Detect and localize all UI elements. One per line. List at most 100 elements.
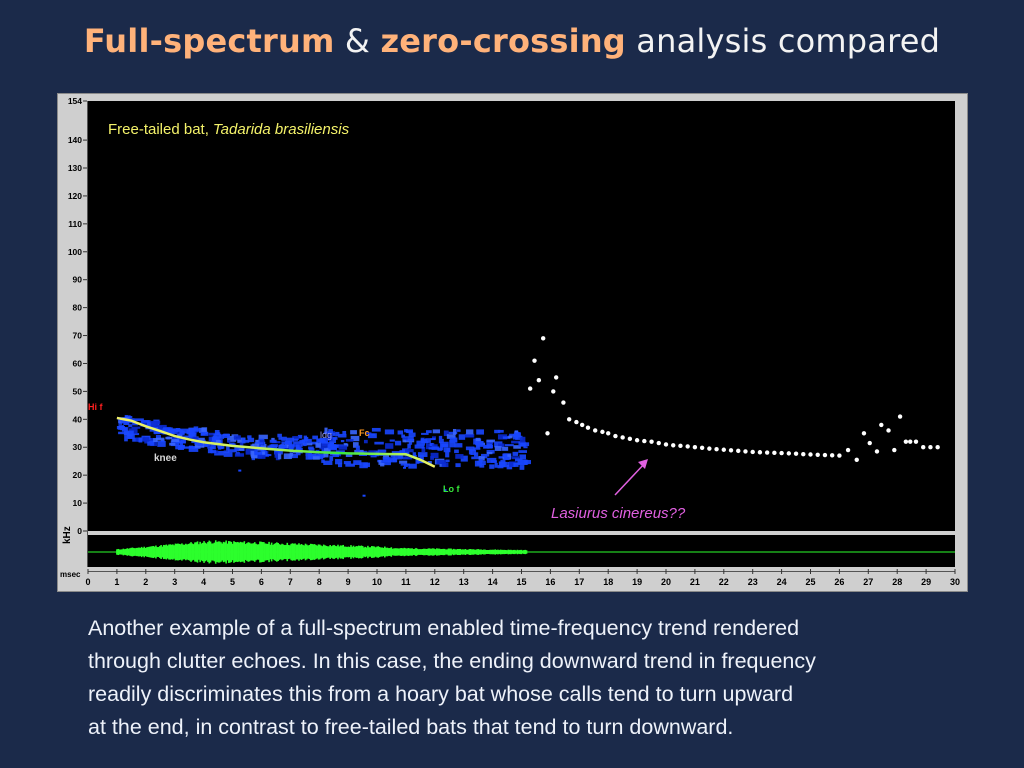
clutter-cell — [515, 435, 523, 440]
title-ampersand: & — [334, 22, 381, 60]
clutter-cell — [180, 439, 186, 444]
clutter-cell — [355, 445, 360, 452]
clutter-cell — [445, 459, 450, 463]
clutter-cell — [483, 446, 490, 449]
clutter-cell — [363, 439, 368, 444]
zero-crossing-dot — [536, 378, 542, 383]
zero-crossing-dot — [627, 436, 633, 442]
clutter-cell — [278, 437, 283, 440]
clutter-cell — [213, 433, 222, 439]
x-tick-label: 21 — [690, 577, 700, 587]
zero-crossing-dot — [750, 449, 755, 455]
clutter-cell — [217, 443, 223, 448]
clutter-cell — [465, 446, 475, 451]
clutter-cell — [441, 462, 449, 468]
y-tick-label: 0 — [77, 526, 82, 536]
x-tick-label: 0 — [85, 577, 90, 587]
clutter-speckle — [403, 466, 407, 469]
clutter-cell — [344, 443, 349, 447]
clutter-cell — [318, 453, 325, 458]
clutter-cell — [311, 441, 318, 445]
caption-line: at the end, in contrast to free-tailed b… — [88, 715, 734, 739]
clutter-cell — [254, 442, 264, 445]
clutter-cell — [452, 428, 457, 435]
clutter-cell — [338, 462, 343, 468]
zero-crossing-dot — [921, 445, 926, 450]
slide-title: Full-spectrum & zero-crossing analysis c… — [0, 22, 1024, 60]
x-tick-label: 9 — [346, 577, 351, 587]
clutter-cell — [421, 447, 426, 453]
clutter-cell — [481, 453, 490, 457]
clutter-cell — [425, 430, 432, 434]
zero-crossing-dot — [879, 422, 884, 428]
clutter-cell — [353, 460, 362, 465]
clutter-cell — [267, 445, 278, 451]
clutter-cell — [188, 430, 195, 436]
caption: Another example of a full-spectrum enabl… — [88, 612, 988, 744]
clutter-cell — [350, 435, 360, 442]
clutter-speckle — [443, 489, 447, 492]
clutter-cell — [479, 459, 483, 462]
zero-crossing-dot — [721, 447, 726, 452]
clutter-cell — [222, 433, 231, 437]
zero-crossing-dot — [600, 429, 605, 435]
clutter-cell — [343, 461, 351, 465]
clutter-cell — [188, 436, 197, 440]
x-tick-label: 4 — [201, 577, 206, 587]
zero-crossing-dot — [540, 336, 546, 341]
clutter-cell — [305, 455, 313, 460]
x-tick-label: 18 — [603, 577, 613, 587]
clutter-cell — [455, 463, 461, 468]
zero-crossing-dot — [786, 451, 792, 456]
zero-crossing-dot — [808, 452, 813, 457]
clutter-cell — [519, 465, 525, 470]
clutter-cell — [421, 432, 429, 435]
clutter-cell — [340, 439, 345, 443]
lo-f-marker: Lo f — [443, 484, 460, 494]
clutter-cell — [401, 434, 406, 438]
clutter-cell — [215, 439, 221, 446]
clutter-cell — [338, 445, 348, 450]
zero-crossing-dot — [566, 417, 572, 422]
clutter-cell — [158, 426, 163, 430]
clutter-cell — [293, 441, 303, 447]
clutter-cell — [286, 437, 295, 442]
zero-crossing-dot — [656, 440, 661, 446]
clutter-cell — [315, 442, 321, 448]
clutter-cell — [223, 452, 233, 457]
clutter-cell — [438, 438, 444, 444]
clutter-cell — [169, 442, 176, 446]
clutter-cell — [197, 441, 204, 446]
clutter-cell — [513, 445, 521, 449]
clutter-cell — [429, 442, 434, 446]
clutter-cell — [189, 427, 196, 432]
x-tick-label: 12 — [430, 577, 440, 587]
clutter-cell — [160, 439, 165, 443]
clutter-cell — [506, 464, 513, 470]
clutter-cell — [270, 444, 278, 447]
clutter-cell — [405, 449, 414, 453]
clutter-cell — [302, 442, 313, 446]
clutter-cell — [239, 442, 244, 448]
clutter-cell — [486, 449, 495, 454]
clutter-cell — [454, 443, 463, 448]
clutter-cell — [131, 426, 141, 429]
clutter-cell — [210, 443, 216, 450]
clutter-cell — [377, 449, 387, 453]
zero-crossing-dot — [837, 453, 842, 458]
clutter-cell — [140, 420, 151, 423]
x-tick-label: 7 — [288, 577, 293, 587]
x-tick-label: 16 — [545, 577, 555, 587]
clutter-cell — [171, 436, 178, 439]
zero-crossing-dot — [585, 425, 591, 430]
zero-crossing-dot — [634, 438, 640, 443]
clutter-cell — [274, 449, 283, 455]
clutter-cell — [143, 437, 150, 442]
clutter-cell — [208, 432, 217, 436]
clutter-cell — [517, 459, 528, 465]
zero-crossing-dot — [613, 433, 618, 439]
clutter-cell — [443, 430, 449, 437]
zero-crossing-dot — [649, 439, 654, 444]
clutter-cell — [513, 432, 521, 438]
clutter-cell — [233, 435, 241, 440]
